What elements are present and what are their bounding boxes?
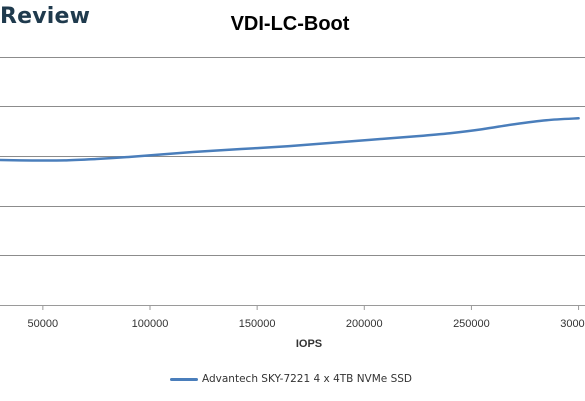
- legend-swatch: [170, 377, 198, 381]
- gridlines: [0, 57, 585, 306]
- x-axis-title: IOPS: [296, 338, 322, 350]
- x-tick-label: 300000: [560, 318, 585, 330]
- series-line: [0, 117, 580, 162]
- legend: Advantech SKY-7221 4 x 4TB NVMe SSD: [170, 373, 412, 385]
- x-tick-label: 100000: [132, 318, 169, 330]
- x-tick-label: 250000: [453, 318, 490, 330]
- series-lines: [0, 117, 580, 162]
- x-tick-label: 200000: [346, 318, 383, 330]
- x-axis-ticks: 50000 100000 150000 200000 250000 300000: [28, 305, 585, 330]
- chart-title: VDI-LC-Boot: [230, 13, 350, 35]
- legend-label: Advantech SKY-7221 4 x 4TB NVMe SSD: [202, 373, 413, 385]
- brand-logo-text: Review: [0, 4, 91, 29]
- x-tick-label: 150000: [239, 318, 276, 330]
- x-tick-label: 50000: [28, 318, 59, 330]
